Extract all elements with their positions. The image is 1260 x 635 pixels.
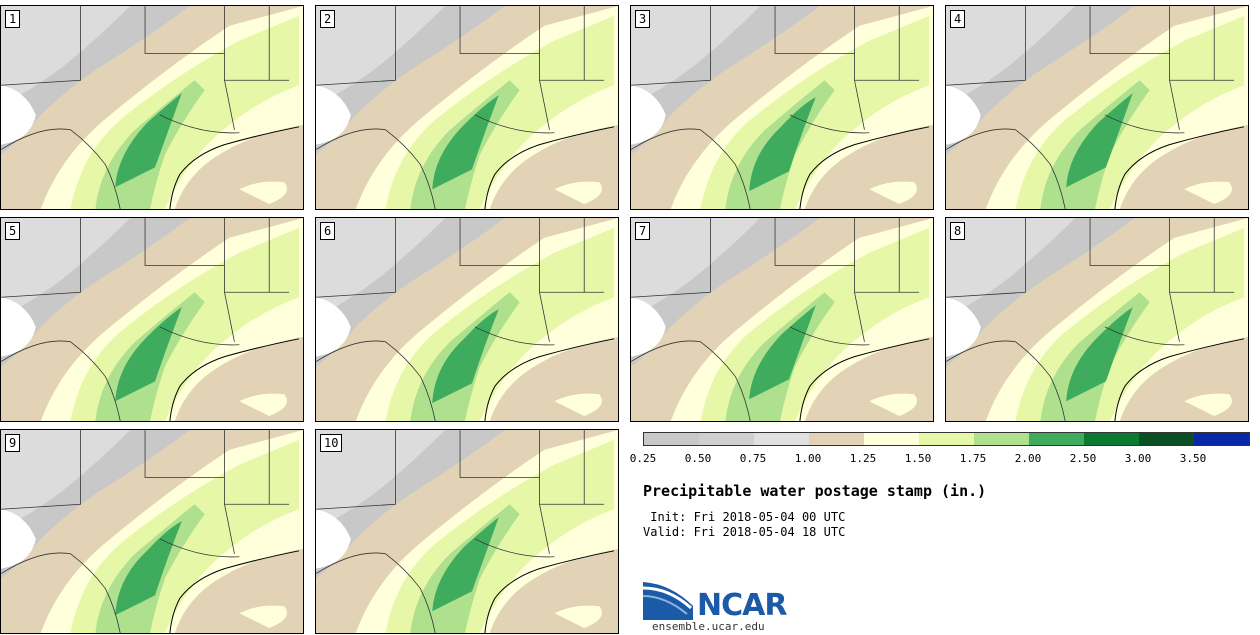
figure-title: Precipitable water postage stamp (in.) bbox=[643, 482, 987, 500]
colorbar-tick-label: 0.25 bbox=[629, 452, 657, 465]
precipitable-water-map bbox=[1, 430, 303, 633]
colorbar-swatch bbox=[974, 433, 1029, 445]
precipitable-water-map bbox=[316, 218, 618, 421]
member-number-label: 9 bbox=[5, 434, 21, 452]
member-panel: 1 bbox=[0, 5, 304, 210]
valid-time: Valid: Fri 2018-05-04 18 UTC bbox=[643, 525, 846, 539]
member-panel: 5 bbox=[0, 217, 304, 422]
colorbar-swatch bbox=[1084, 433, 1139, 445]
member-number-label: 10 bbox=[320, 434, 343, 452]
precipitable-water-map bbox=[946, 218, 1248, 421]
colorbar-swatch bbox=[644, 433, 699, 445]
member-panel: 2 bbox=[315, 5, 619, 210]
member-panel: 10 bbox=[315, 429, 619, 634]
precipitable-water-map bbox=[316, 430, 618, 633]
precipitable-water-map bbox=[316, 6, 618, 209]
colorbar-tick-label: 2.00 bbox=[1014, 452, 1042, 465]
member-number-label: 8 bbox=[950, 222, 966, 240]
colorbar-swatch bbox=[1139, 433, 1194, 445]
precipitable-water-map bbox=[631, 218, 933, 421]
colorbar-tick-label: 1.50 bbox=[904, 452, 932, 465]
precipitable-water-map bbox=[946, 6, 1248, 209]
colorbar-swatch bbox=[754, 433, 809, 445]
member-number-label: 3 bbox=[635, 10, 651, 28]
precipitable-water-map bbox=[631, 6, 933, 209]
colorbar-swatch bbox=[919, 433, 974, 445]
colorbar-tick-label: 0.50 bbox=[684, 452, 712, 465]
colorbar bbox=[643, 432, 1250, 446]
member-panel: 9 bbox=[0, 429, 304, 634]
colorbar-tick-label: 2.50 bbox=[1069, 452, 1097, 465]
colorbar-tick-label: 0.75 bbox=[739, 452, 767, 465]
member-panel: 3 bbox=[630, 5, 934, 210]
precipitable-water-map bbox=[1, 6, 303, 209]
colorbar-tick-label: 3.00 bbox=[1124, 452, 1152, 465]
init-time: Init: Fri 2018-05-04 00 UTC bbox=[643, 510, 846, 524]
member-number-label: 7 bbox=[635, 222, 651, 240]
precipitable-water-map bbox=[1, 218, 303, 421]
colorbar-ticks: 0.25 0.50 0.75 1.00 1.25 1.50 1.75 2.00 2.50 3.00… bbox=[630, 452, 1260, 468]
colorbar-tick-label: 1.75 bbox=[959, 452, 987, 465]
member-panel: 8 bbox=[945, 217, 1249, 422]
member-number-label: 5 bbox=[5, 222, 21, 240]
ncar-logo-icon bbox=[643, 582, 693, 620]
member-number-label: 6 bbox=[320, 222, 336, 240]
colorbar-tick-label: 1.25 bbox=[849, 452, 877, 465]
colorbar-tick-label: 3.50 bbox=[1179, 452, 1207, 465]
colorbar-swatch bbox=[1194, 433, 1249, 445]
member-number-label: 1 bbox=[5, 10, 21, 28]
colorbar-swatch bbox=[1029, 433, 1084, 445]
member-number-label: 4 bbox=[950, 10, 966, 28]
colorbar-swatch bbox=[699, 433, 754, 445]
member-panel: 4 bbox=[945, 5, 1249, 210]
member-panel: 6 bbox=[315, 217, 619, 422]
logo-url: ensemble.ucar.edu bbox=[652, 620, 765, 633]
member-number-label: 2 bbox=[320, 10, 336, 28]
colorbar-swatch bbox=[809, 433, 864, 445]
colorbar-swatch bbox=[864, 433, 919, 445]
ncar-logo-text: NCAR bbox=[697, 588, 787, 623]
member-panel: 7 bbox=[630, 217, 934, 422]
colorbar-tick-label: 1.00 bbox=[794, 452, 822, 465]
